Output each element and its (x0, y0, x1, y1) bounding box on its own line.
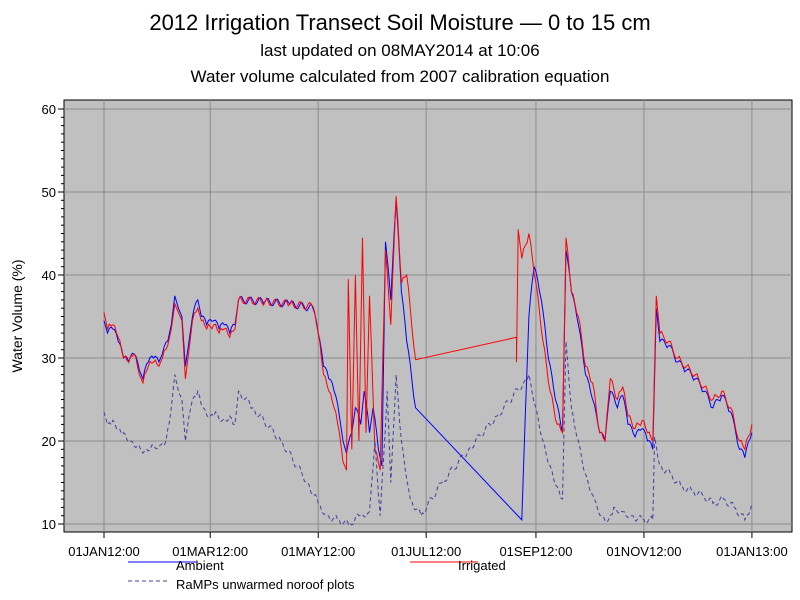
x-tick-label: 01JUL12:00 (391, 544, 461, 559)
chart-subtitle: last updated on 08MAY2014 at 10:06 (260, 41, 539, 60)
legend-label: RaMPs unwarmed noroof plots (176, 577, 355, 592)
x-tick-label: 01NOV12:00 (606, 544, 681, 559)
series-line-ambient (103, 200, 753, 522)
y-tick-label: 40 (42, 268, 56, 283)
series-lines (103, 196, 753, 526)
x-tick-label: 01JAN12:00 (68, 544, 140, 559)
plot-area (63, 99, 793, 533)
x-tick-label: 01SEP12:00 (499, 544, 572, 559)
legend-label: Ambient (176, 558, 224, 573)
legend-label: Irrigated (458, 558, 506, 573)
x-tick-label: 01MAY12:00 (281, 544, 355, 559)
grid-lines (64, 100, 792, 532)
chart-subtitle-calibration: Water volume calculated from 2007 calibr… (191, 67, 610, 86)
y-tick-label: 60 (42, 102, 56, 117)
y-axis-label: Water Volume (%) (9, 259, 25, 372)
legend: Ambient Irrigated RaMPs unwarmed noroof pl… (128, 558, 506, 592)
y-tick-label: 10 (42, 517, 56, 532)
chart-title: 2012 Irrigation Transect Soil Moisture —… (149, 10, 650, 35)
y-tick-label: 50 (42, 185, 56, 200)
x-tick-label: 01JAN13:00 (716, 544, 788, 559)
y-tick-label: 20 (42, 434, 56, 449)
series-line-ramps-unwarmed-noroof-plots (103, 341, 753, 526)
x-tick-label: 01MAR12:00 (172, 544, 248, 559)
axes: 10 20 30 40 50 60 01JAN12:00 01MAR12:00 01MAY12:… (42, 102, 788, 559)
series-line-irrigated (103, 196, 753, 471)
y-tick-label: 30 (42, 351, 56, 366)
